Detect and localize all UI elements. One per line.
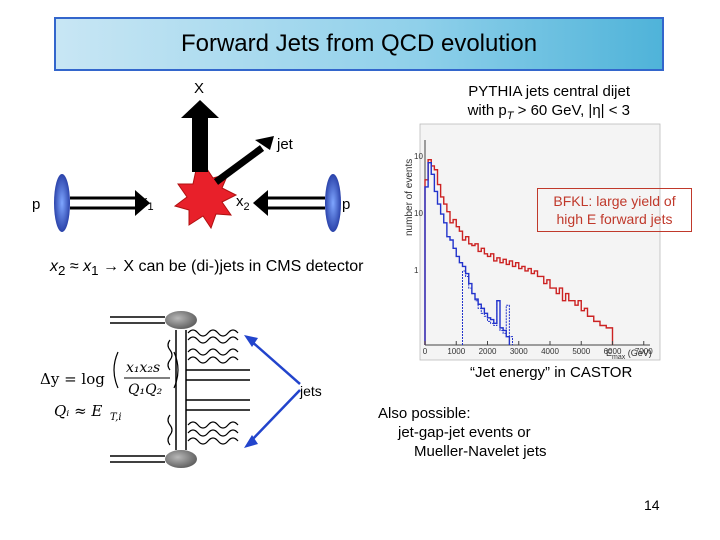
y-tick-label: 10 (414, 152, 423, 162)
arrow-right-head (253, 190, 268, 216)
x-tick-label: 1000 (447, 347, 466, 356)
y-tick-label: 10 (414, 209, 423, 219)
process-statement: x2 ≈ x1 → X can be (di-)jets in CMS dete… (50, 258, 364, 279)
x-tick-label: 5000 (572, 347, 591, 356)
y-tick-label: 1 (414, 265, 419, 275)
beam-right (253, 174, 341, 232)
formula-q: Qᵢ ≈ E (54, 402, 102, 420)
jet-label: jet (277, 136, 293, 153)
pythia-line1: PYTHIA jets central dijet (468, 83, 630, 100)
feynman-ladder (110, 311, 301, 468)
formula-dy: Δy = log (40, 370, 105, 388)
hist-xlabel: Emax (GeV) (606, 348, 652, 361)
arrow-left-head (135, 190, 150, 216)
x-tick-label: 3000 (509, 347, 528, 356)
x-tick-label: 0 (422, 347, 428, 356)
jets-arrow-top (249, 339, 301, 385)
hist-ylabel: number of events (404, 158, 415, 236)
formula-numerator: x₁x₂s (126, 360, 160, 376)
rapidity-formula: Δy = log x₁x₂s Q₁Q₂ Qᵢ ≈ E T,i (40, 351, 179, 423)
jets-label: jets (300, 383, 322, 399)
x-tick-label: 6000 (603, 347, 622, 356)
pythia-label: PYTHIA jets central dijet with pT > 60 G… (380, 82, 630, 126)
bfkl-line1: BFKL: large yield of (553, 193, 676, 209)
jets-arrow-bottom (249, 389, 301, 443)
p-left-label: p (32, 196, 41, 213)
x2-label: x2 (236, 193, 250, 213)
also-possible-block: Also possible: jet-gap-jet events or Mue… (378, 404, 547, 461)
formula-q-sub: T,i (110, 412, 122, 423)
x-label: X (194, 80, 205, 97)
p-right-label: p (342, 196, 351, 213)
also-line1: Also possible: (378, 405, 471, 422)
jet-energy-caption: “Jet energy” in CASTOR (470, 364, 633, 381)
page-number: 14 (644, 497, 660, 513)
beam-left (54, 174, 150, 232)
jet-arrow (213, 136, 274, 185)
histogram-series-1 (424, 161, 511, 345)
x-tick-label: 4000 (541, 347, 559, 356)
x-arrow (181, 100, 219, 172)
formula-denominator: Q₁Q₂ (128, 382, 163, 398)
castor-histogram (419, 123, 661, 361)
x-tick-label: 2000 (478, 347, 497, 356)
title-banner: Forward Jets from QCD evolution (54, 17, 664, 71)
histogram-series-0 (424, 159, 614, 345)
x-tick-label: 7000 (634, 347, 653, 356)
bfkl-line2: high E forward jets (556, 211, 673, 227)
bfkl-note: BFKL: large yield of high E forward jets (537, 188, 692, 232)
pythia-line2: with pT > 60 GeV, |η| < 3 (467, 102, 630, 122)
x1-label: x1 (140, 193, 154, 213)
also-line3: Mueller-Navelet jets (414, 443, 547, 460)
also-line2: jet-gap-jet events or (398, 424, 531, 441)
histogram-series-2 (462, 270, 513, 345)
slide-title: Forward Jets from QCD evolution (180, 30, 538, 57)
